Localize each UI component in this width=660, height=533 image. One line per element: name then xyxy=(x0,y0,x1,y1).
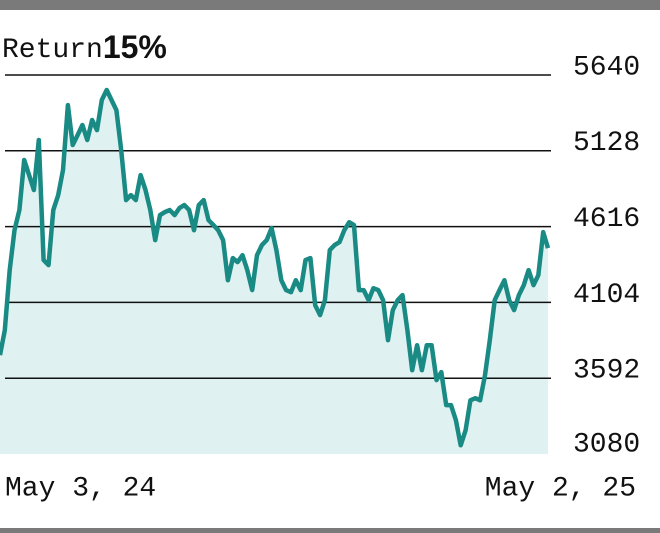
y-tick-label: 3592 xyxy=(573,356,640,387)
top-bar xyxy=(0,0,660,10)
annotation: 15% xyxy=(103,29,167,65)
chart-title-group: Return15% xyxy=(2,29,167,66)
y-tick-label: 5640 xyxy=(573,52,640,83)
chart-title: Return xyxy=(2,35,103,66)
bottom-bar xyxy=(0,528,660,533)
y-tick-label: 5128 xyxy=(573,128,640,159)
x-tick-label: May 2, 25 xyxy=(485,473,636,504)
line xyxy=(0,87,551,448)
x-tick-label: May 3, 24 xyxy=(5,473,156,504)
y-tick-label: 3080 xyxy=(573,429,640,460)
y-tick-label: 4104 xyxy=(573,280,640,311)
y-tick-label: 4616 xyxy=(573,204,640,235)
